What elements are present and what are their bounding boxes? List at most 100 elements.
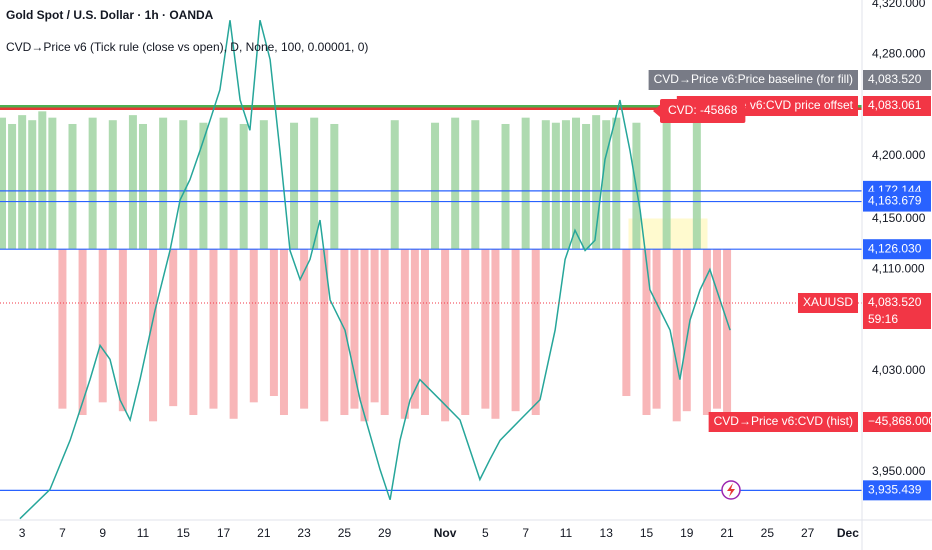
y-tick-label: 4,200.000 <box>872 148 926 162</box>
histogram-bar <box>390 120 399 250</box>
histogram-bar <box>350 249 359 409</box>
histogram-bar <box>441 249 450 422</box>
price-tag-name-box <box>708 412 858 432</box>
histogram-bar <box>682 249 691 412</box>
histogram-bar <box>279 249 288 415</box>
x-tick-label: 27 <box>801 526 815 540</box>
x-tick-label: 21 <box>720 526 734 540</box>
histogram-bar <box>269 249 278 397</box>
histogram-bar <box>400 249 409 419</box>
histogram-bar <box>481 249 490 409</box>
histogram-bar <box>612 117 621 250</box>
histogram-bar <box>521 117 530 250</box>
histogram-bar <box>18 115 27 250</box>
histogram-bar <box>300 249 309 409</box>
histogram-bar <box>189 249 198 415</box>
x-tick-label: 25 <box>761 526 775 540</box>
histogram-bar <box>451 117 460 250</box>
price-tag-box <box>863 239 931 260</box>
indicator-title: CVD→Price v6 (Tick rule (close vs open),… <box>6 40 368 54</box>
price-tag-name: CVD→Price v6:CVD (hist) <box>714 414 853 428</box>
x-tick-label: 7 <box>59 526 66 540</box>
histogram-bar <box>702 249 711 415</box>
histogram-bar <box>572 117 581 250</box>
chart-title: Gold Spot / U.S. Dollar · 1h · OANDA <box>6 8 214 22</box>
histogram-bar <box>88 117 97 250</box>
x-tick-label: 9 <box>99 526 106 540</box>
y-tick-label: 4,280.000 <box>872 47 926 61</box>
histogram-bar <box>249 249 258 403</box>
x-tick-label: Nov <box>434 526 457 540</box>
histogram-bar <box>38 111 47 250</box>
histogram-bar <box>602 120 611 250</box>
price-tag-box <box>863 292 931 329</box>
histogram-bar <box>380 249 389 415</box>
histogram-bar <box>149 249 158 422</box>
histogram-bar <box>310 117 319 250</box>
histogram-bar <box>330 123 339 250</box>
histogram-bar <box>672 249 681 422</box>
histogram-bar <box>582 123 591 250</box>
annotation: CVD: -45868 <box>668 103 738 117</box>
price-tag-value: −45,868.000 <box>868 414 932 428</box>
histogram-bar <box>259 120 268 250</box>
histogram-bar <box>169 249 178 407</box>
histogram-bar <box>28 120 37 250</box>
x-tick-label: 25 <box>338 526 352 540</box>
x-tick-label: 29 <box>378 526 392 540</box>
price-tag-value: 3,935.439 <box>868 483 922 497</box>
histogram-bar <box>229 249 238 419</box>
histogram-bar <box>642 249 651 415</box>
histogram-bar <box>723 249 732 419</box>
y-tick-label: 4,150.000 <box>872 211 926 225</box>
histogram-bar <box>159 117 168 250</box>
x-tick-label: 21 <box>257 526 271 540</box>
price-tag-name: XAUUSD <box>803 295 853 309</box>
histogram-bar <box>491 249 500 419</box>
histogram-bar <box>98 249 107 403</box>
price-tag-name-box <box>648 70 858 90</box>
x-tick-label: 13 <box>600 526 614 540</box>
x-tick-label: 15 <box>640 526 654 540</box>
histogram-bar <box>58 249 67 409</box>
histogram-bar <box>551 122 560 250</box>
y-tick-label: 4,110.000 <box>872 262 925 276</box>
y-tick-label: 3,950.000 <box>872 464 926 478</box>
histogram-bar <box>118 249 127 412</box>
x-tick-label: 15 <box>177 526 191 540</box>
annotation-pointer <box>653 105 660 117</box>
histogram-bar <box>592 115 601 250</box>
histogram-bar <box>138 123 147 250</box>
histogram-bar <box>128 115 137 250</box>
price-tag-value: 4,083.520 <box>868 72 922 86</box>
histogram-bar <box>420 249 429 415</box>
price-tag-box <box>863 480 931 501</box>
histogram-bar <box>78 249 87 415</box>
y-tick-label: 4,030.000 <box>872 363 926 377</box>
histogram-bar <box>179 120 188 250</box>
countdown: 59:16 <box>868 312 898 326</box>
plot <box>0 20 862 520</box>
histogram-bar <box>340 249 349 415</box>
x-tick-label: 7 <box>522 526 529 540</box>
histogram-bar <box>662 117 671 250</box>
price-tag-box <box>863 412 931 432</box>
price-tag-box <box>863 70 931 90</box>
histogram-bar <box>209 249 218 409</box>
histogram-bar <box>370 249 379 403</box>
histogram-bar <box>290 122 299 250</box>
x-tick-label: 11 <box>560 526 573 540</box>
histogram-bar <box>561 120 570 250</box>
price-tag-value: 4,083.520 <box>868 295 922 309</box>
histogram-bar <box>511 249 520 412</box>
price-line <box>19 20 731 520</box>
price-tag-value: 4,126.030 <box>868 241 922 255</box>
x-tick-label: 11 <box>137 526 150 540</box>
price-tag-value: 4,163.679 <box>868 194 922 208</box>
histogram-bar <box>360 249 369 422</box>
histogram-bar <box>199 122 208 250</box>
histogram-bar <box>219 117 228 250</box>
histogram-bar <box>622 249 631 397</box>
histogram-bar <box>68 123 77 250</box>
